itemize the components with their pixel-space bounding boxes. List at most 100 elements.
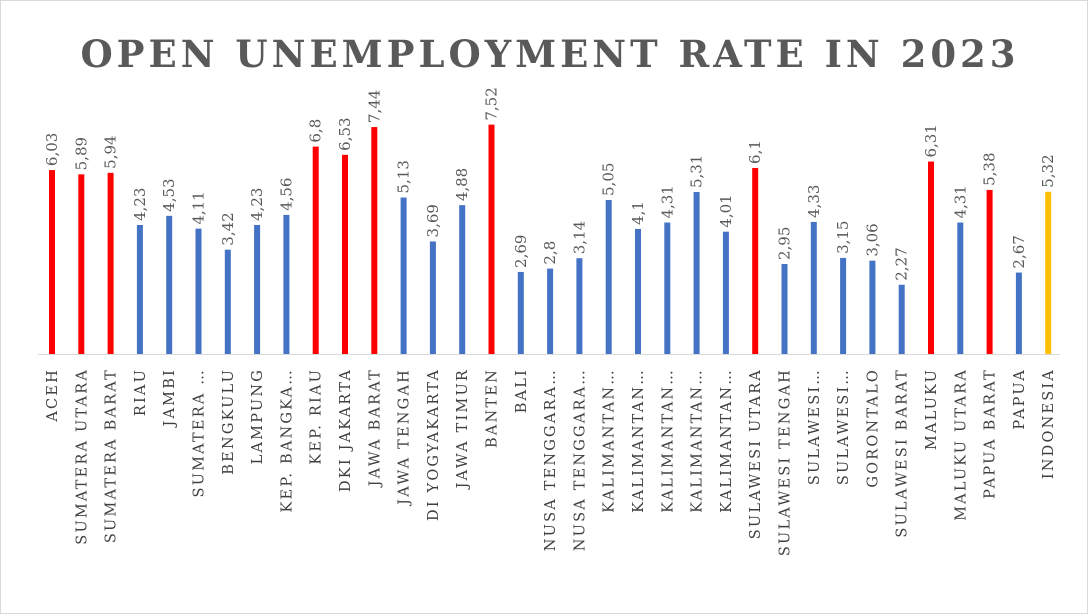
bar [254,224,261,354]
x-tick-label: SULAWESI… [836,368,852,485]
x-tick-label: ACEH [45,368,61,423]
x-tick-label: SULAWESI… [807,368,823,485]
bar [371,127,378,354]
x-tick-label: MALUKU [924,368,940,450]
x-tick-label: KALIMANTAN… [719,368,735,513]
x-tick-label: KALIMANTAN… [631,368,647,513]
x-tick-label: LAMPUNG [250,368,266,464]
bar [957,222,964,354]
x-tick-label: JAWA TENGAH [397,368,413,507]
x-tick-label: DKI JAKARTA [338,368,354,492]
x-tick-label: SULAWESI BARAT [895,368,911,538]
bars-layer [49,124,1052,355]
data-label: 4,31 [658,185,676,218]
x-tick-label: JAWA BARAT [367,368,383,488]
data-label: 6,31 [922,124,940,157]
x-tick-label: JAWA TIMUR [455,368,471,490]
bar [49,170,55,354]
bar [810,221,817,354]
data-label: 4,31 [951,185,969,218]
data-label: 6,8 [307,119,325,143]
bar [693,192,700,354]
x-tick-label: BANTEN [485,368,501,448]
x-tick-label: KALIMANTAN… [690,368,706,513]
bar [400,197,407,354]
data-label: 5,31 [688,155,706,188]
x-tick-label: SUMATERA BARAT [104,368,120,543]
data-label: 5,32 [1039,154,1057,187]
data-label: 4,88 [453,168,471,201]
x-tick-label: SULAWESI TENGAH [778,368,794,556]
data-label: 3,15 [834,221,852,254]
bar [283,214,290,354]
x-tick-label: BALI [514,368,530,413]
x-tick-label: NUSA TENGGARA… [543,368,559,551]
data-label: 5,94 [102,135,120,168]
data-label: 5,89 [72,137,90,170]
data-label: 4,23 [248,188,266,221]
bar [664,222,671,354]
bar [928,161,934,354]
x-tick-label: DI YOGYAKARTA [426,368,442,521]
x-tick-label: SUMATERA … [192,368,208,497]
x-tick-label: BENGKULU [221,368,237,475]
x-tick-label: RIAU [133,368,149,416]
x-tick-label: JAMBI [162,368,178,429]
chart-title: OPEN UNEMPLOYMENT RATE IN 2023 [80,32,1019,76]
bar [781,264,788,354]
data-label: 2,67 [1010,235,1028,268]
x-tick-label: NUSA TENGGARA… [572,368,588,551]
x-tick-label: KALIMANTAN… [602,368,618,513]
x-tick-label: KEP. BANGKA… [279,368,295,512]
data-label: 3,69 [424,204,442,237]
bar [898,284,905,354]
data-label: 5,38 [981,153,999,186]
bar [342,154,348,354]
bar [840,257,847,355]
data-label: 2,8 [541,241,559,265]
x-tick-label: KALIMANTAN… [660,368,676,513]
data-label: 5,05 [600,163,618,196]
bar [1015,272,1022,354]
bar [459,205,466,354]
data-label: 4,33 [805,185,823,218]
data-label: 7,44 [365,90,383,123]
data-label: 3,42 [219,212,237,245]
bar [136,224,143,354]
data-label: 4,01 [717,194,735,227]
bar [107,172,114,354]
data-label: 4,53 [160,178,178,211]
data-label: 6,1 [746,140,764,164]
bar [986,189,993,354]
x-tick-label: SUMATERA UTARA [74,368,90,545]
data-label: 2,69 [512,235,530,268]
bar [195,228,202,354]
x-tick-label: PAPUA [1012,368,1028,430]
data-label: 4,1 [629,201,647,225]
bar [722,231,729,354]
bar [1045,191,1052,354]
x-tick-label: MALUKU UTARA [953,368,969,521]
bar [312,146,319,354]
bar [224,249,231,354]
bar [166,215,173,354]
data-label: 2,27 [893,247,911,280]
data-label: 3,06 [863,223,881,256]
bar [635,228,641,354]
bar [488,124,495,354]
bar [752,167,759,354]
data-label: 3,14 [570,221,588,254]
x-tick-label: KEP. RIAU [309,368,325,465]
bar [429,241,436,354]
bar [517,271,524,354]
bar [869,260,876,354]
bar [576,258,583,354]
bar [78,174,85,354]
data-label: 2,95 [776,227,794,260]
data-label: 7,52 [483,87,501,120]
x-tick-label: PAPUA BARAT [983,368,999,499]
data-label: 6,03 [43,133,61,166]
